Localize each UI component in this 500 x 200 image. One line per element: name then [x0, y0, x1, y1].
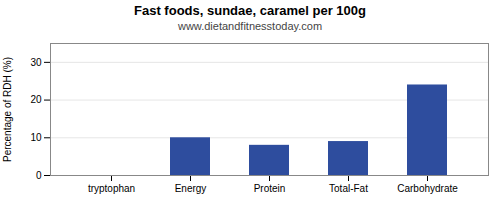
- html-text:Fast foods, sundae, caramel pe: Fast foods, sundae, caramel per 100g: [134, 3, 366, 18]
- svg-text:0: 0: [36, 170, 42, 181]
- svg-text:Energy: Energy: [175, 183, 207, 194]
- svg-text:Carbohydrate: Carbohydrate: [397, 183, 458, 194]
- svg-text:10: 10: [30, 132, 42, 143]
- svg-text:Total-Fat: Total-Fat: [329, 183, 368, 194]
- svg-text:tryptophan: tryptophan: [88, 183, 135, 194]
- svg-text:30: 30: [30, 57, 42, 68]
- svg-text:Percentage of RDH (%): Percentage of RDH (%): [2, 57, 13, 162]
- svg-text:20: 20: [30, 94, 42, 105]
- html-text:www.dietandfitnesstoday.com: www.dietandfitnesstoday.com: [178, 20, 322, 32]
- svg-text:Protein: Protein: [254, 183, 286, 194]
